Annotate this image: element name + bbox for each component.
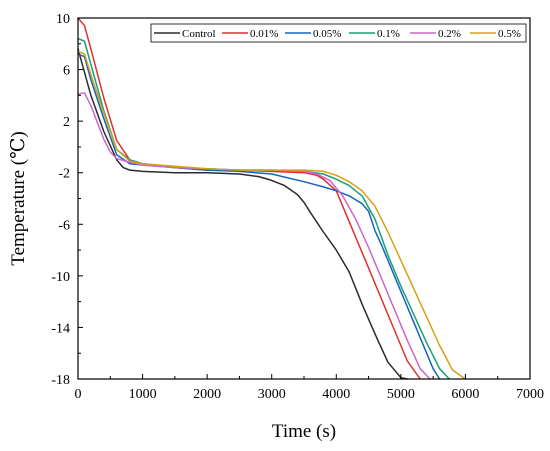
series-line-5	[77, 50, 467, 380]
legend-label: 0.5%	[498, 28, 521, 40]
x-axis-title: Time (s)	[272, 421, 336, 442]
y-tick-label: 6	[63, 64, 70, 79]
y-tick-label: -14	[51, 321, 70, 336]
y-axis-title: Temperature (℃)	[8, 131, 29, 265]
series-line-1	[77, 17, 421, 380]
x-tick-label: 7000	[516, 387, 544, 402]
plot-frame	[77, 17, 531, 380]
legend-label: 0.01%	[250, 28, 278, 40]
legend-label: 0.1%	[377, 28, 400, 40]
x-tick-label: 0	[75, 387, 82, 402]
y-tick-label: -6	[58, 218, 70, 233]
x-tick-label: 2000	[193, 387, 221, 402]
y-tick-label: -2	[58, 167, 70, 182]
y-tick-label: 10	[56, 12, 70, 27]
x-tick-label: 4000	[322, 387, 350, 402]
legend-label: 0.05%	[313, 28, 341, 40]
legend-box	[150, 23, 527, 43]
x-tick-label: 5000	[387, 387, 415, 402]
x-tick-label: 1000	[129, 387, 157, 402]
axes-layer: 0 1000 2000 3000 4000 5000 6000 7000 10 6 2 -2 -6 -10…	[51, 12, 544, 402]
legend: Control 0.01% 0.05% 0.1% 0.2% 0.5%	[150, 23, 527, 43]
legend-label: Control	[182, 28, 216, 40]
plot-layer	[77, 17, 467, 380]
series-line-0	[77, 48, 409, 380]
y-tick-label: -18	[51, 373, 70, 388]
x-tick-label: 3000	[258, 387, 286, 402]
y-tick-label: -10	[51, 270, 70, 285]
series-line-2	[77, 53, 441, 380]
x-tick-label: 6000	[451, 387, 479, 402]
legend-label: 0.2%	[438, 28, 461, 40]
y-tick-label: 2	[63, 115, 70, 130]
